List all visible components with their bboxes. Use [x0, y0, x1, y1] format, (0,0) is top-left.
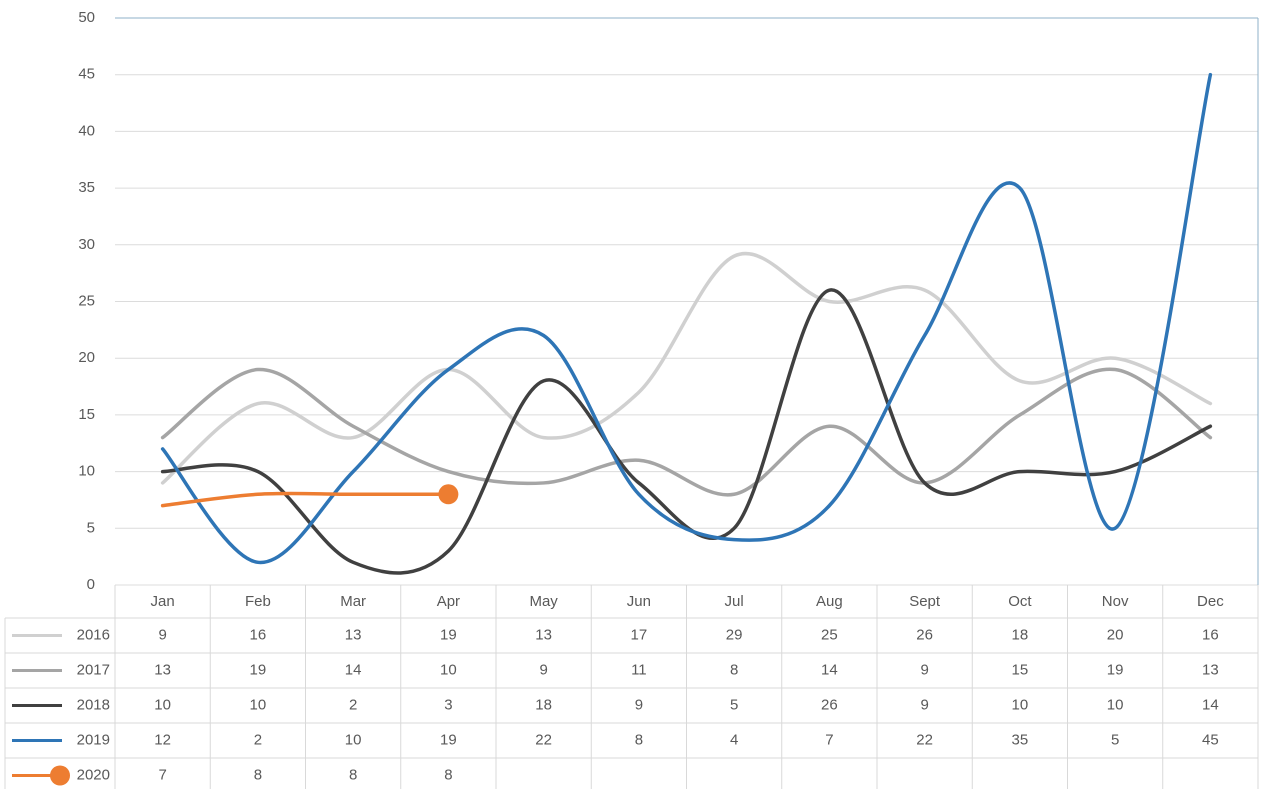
- table-value: 10: [345, 731, 362, 748]
- legend-label: 2019: [77, 731, 110, 748]
- table-value: 7: [158, 766, 166, 783]
- table-value: 9: [920, 661, 928, 678]
- table-value: 4: [730, 731, 738, 748]
- table-value: 10: [1107, 696, 1124, 713]
- y-tick-label: 35: [78, 179, 95, 196]
- x-tick-label: Jul: [725, 593, 744, 610]
- table-value: 14: [821, 661, 838, 678]
- series-line: [160, 251, 1213, 485]
- table-value: 14: [345, 661, 362, 678]
- table-value: 17: [631, 626, 648, 643]
- table-value: 9: [158, 626, 166, 643]
- x-tick-label: Mar: [340, 593, 366, 610]
- y-tick-label: 50: [78, 9, 95, 26]
- table-value: 7: [825, 731, 833, 748]
- x-tick-label: Sept: [909, 593, 941, 610]
- y-tick-label: 15: [78, 406, 95, 423]
- x-tick-label: Oct: [1008, 593, 1032, 610]
- legend-label: 2018: [77, 696, 110, 713]
- table-value: 10: [250, 696, 267, 713]
- y-tick-label: 45: [78, 66, 95, 83]
- table-value: 20: [1107, 626, 1124, 643]
- table-value: 19: [250, 661, 267, 678]
- y-tick-label: 10: [78, 463, 95, 480]
- series-line: [160, 491, 451, 508]
- table-value: 16: [1202, 626, 1219, 643]
- y-tick-label: 25: [78, 292, 95, 309]
- table-value: 19: [440, 731, 457, 748]
- table-value: 3: [444, 696, 452, 713]
- table-value: 26: [916, 626, 933, 643]
- legend-label: 2016: [77, 626, 110, 643]
- table-value: 18: [1012, 626, 1029, 643]
- table-value: 13: [345, 626, 362, 643]
- x-tick-label: Jan: [151, 593, 175, 610]
- x-tick-label: May: [529, 593, 558, 610]
- y-tick-label: 30: [78, 236, 95, 253]
- table-value: 13: [1202, 661, 1219, 678]
- y-tick-label: 5: [87, 519, 95, 536]
- table-value: 5: [730, 696, 738, 713]
- table-value: 14: [1202, 696, 1219, 713]
- table-value: 8: [349, 766, 357, 783]
- table-value: 11: [631, 661, 647, 678]
- table-value: 10: [440, 661, 457, 678]
- table-value: 22: [916, 731, 933, 748]
- x-tick-label: Jun: [627, 593, 651, 610]
- table-value: 16: [250, 626, 267, 643]
- series-line: [160, 72, 1213, 565]
- table-value: 8: [444, 766, 452, 783]
- series-line: [160, 367, 1213, 497]
- y-tick-label: 40: [78, 122, 95, 139]
- table-value: 29: [726, 626, 743, 643]
- legend-label: 2020: [77, 766, 110, 783]
- table-value: 2: [254, 731, 262, 748]
- x-tick-label: Aug: [816, 593, 843, 610]
- x-tick-label: Nov: [1102, 593, 1129, 610]
- table-value: 19: [440, 626, 457, 643]
- legend-label: 2017: [77, 661, 110, 678]
- y-tick-label: 0: [87, 576, 95, 593]
- table-value: 10: [154, 696, 171, 713]
- table-value: 12: [154, 731, 171, 748]
- table-value: 10: [1012, 696, 1029, 713]
- table-value: 26: [821, 696, 838, 713]
- table-value: 8: [254, 766, 262, 783]
- table-value: 8: [635, 731, 643, 748]
- x-tick-label: Feb: [245, 593, 271, 610]
- legend-marker: [50, 765, 70, 786]
- table-value: 35: [1012, 731, 1029, 748]
- table-value: 13: [154, 661, 171, 678]
- table-value: 25: [821, 626, 838, 643]
- table-value: 5: [1111, 731, 1119, 748]
- x-tick-label: Apr: [437, 593, 460, 610]
- table-value: 18: [535, 696, 552, 713]
- table-value: 19: [1107, 661, 1124, 678]
- table-value: 45: [1202, 731, 1219, 748]
- series-marker: [438, 484, 459, 505]
- y-tick-label: 20: [78, 349, 95, 366]
- x-tick-label: Dec: [1197, 593, 1224, 610]
- table-value: 9: [920, 696, 928, 713]
- table-value: 15: [1012, 661, 1029, 678]
- table-value: 9: [539, 661, 547, 678]
- table-value: 13: [535, 626, 552, 643]
- table-value: 22: [535, 731, 552, 748]
- table-value: 2: [349, 696, 357, 713]
- table-value: 9: [635, 696, 643, 713]
- table-value: 8: [730, 661, 738, 678]
